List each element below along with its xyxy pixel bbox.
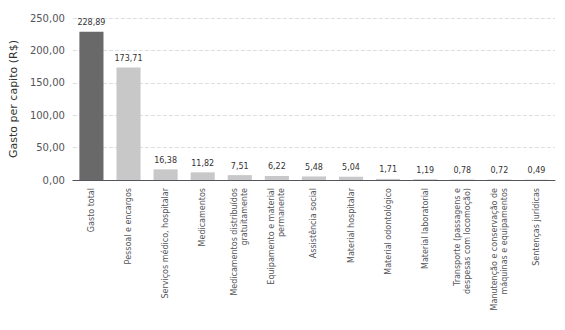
svg-text:Transporte (passagens e: Transporte (passagens e [453,188,462,287]
svg-text:16,38: 16,38 [154,156,177,165]
svg-text:Medicamentos distribuídos: Medicamentos distribuídos [230,188,239,296]
svg-text:despesas com locomoção): despesas com locomoção) [463,188,472,294]
svg-text:0,00: 0,00 [43,175,65,186]
svg-text:1,19: 1,19 [416,166,434,175]
svg-text:11,82: 11,82 [191,159,214,168]
svg-text:228,89: 228,89 [77,18,105,27]
svg-text:0,78: 0,78 [453,166,471,175]
svg-text:Assistência social: Assistência social [308,188,318,258]
svg-text:0,49: 0,49 [528,166,546,175]
svg-text:Sentenças jurídicas: Sentenças jurídicas [532,188,541,266]
svg-text:máquinas e equipamentos: máquinas e equipamentos [500,188,509,294]
svg-text:Gasto per capito (R$): Gasto per capito (R$) [7,40,20,158]
svg-text:Equipamento e material: Equipamento e material [267,188,276,285]
svg-text:Manutenção e conservação de: Manutenção e conservação de [490,188,499,310]
svg-text:150,00: 150,00 [30,77,65,88]
svg-text:0,72: 0,72 [490,166,508,175]
svg-text:6,22: 6,22 [268,162,286,171]
svg-text:Gasto total: Gasto total [87,188,96,232]
svg-text:1,71: 1,71 [379,165,397,174]
svg-text:173,71: 173,71 [115,54,143,63]
svg-text:5,04: 5,04 [342,163,360,172]
svg-text:Material hospitalar: Material hospitalar [347,187,356,263]
svg-text:gratuitamente: gratuitamente [240,188,249,246]
svg-text:50,00: 50,00 [36,142,65,153]
svg-text:100,00: 100,00 [30,110,65,121]
svg-text:Pessoal e encargos: Pessoal e encargos [124,188,133,264]
svg-text:Serviços médico, hospitalar: Serviços médico, hospitalar [160,187,170,298]
svg-text:7,51: 7,51 [231,162,249,171]
svg-text:permanente: permanente [277,188,286,237]
svg-text:Material odontológico: Material odontológico [383,188,393,275]
svg-text:Material laboratorial: Material laboratorial [421,188,430,269]
svg-text:5,48: 5,48 [305,163,323,172]
svg-text:200,00: 200,00 [30,45,65,56]
svg-text:Medicamentos: Medicamentos [198,188,207,246]
svg-text:250,00: 250,00 [30,13,65,24]
